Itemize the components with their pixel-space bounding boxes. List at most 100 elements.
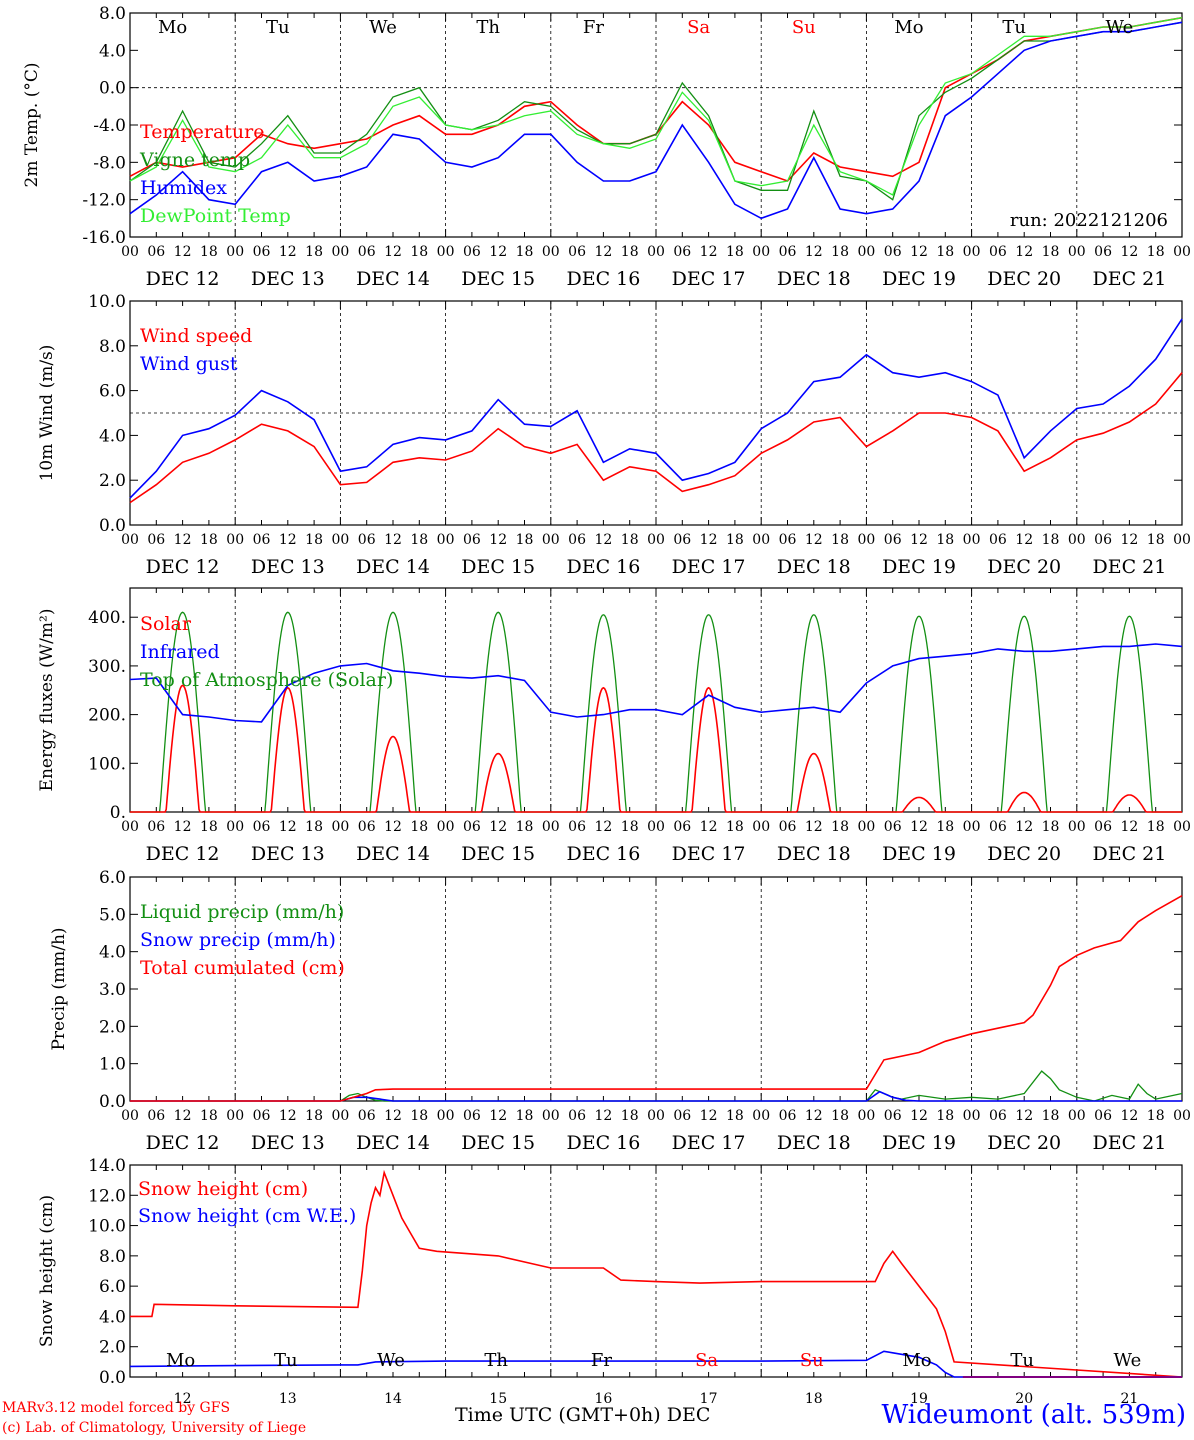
y-tick-label: 8.0 bbox=[99, 1247, 126, 1267]
y-tick-label: 4.0 bbox=[99, 426, 126, 446]
y-tick-label: 10.0 bbox=[88, 1217, 126, 1237]
model-credit: MARv3.12 model forced by GFS bbox=[2, 1400, 231, 1416]
hour-tick-label: 12 bbox=[805, 1108, 823, 1124]
panel-snow: 14.0 12.0 10.0 8.0 6.0 4.0 2.0 0.0 Snow height (… bbox=[37, 1156, 1183, 1407]
hour-tick-label: 00 bbox=[857, 532, 875, 548]
hour-tick-label: 00 bbox=[331, 819, 349, 835]
hour-tick-label: 06 bbox=[989, 532, 1007, 548]
series-line-wind-gust bbox=[129, 318, 1183, 499]
day-label: DEC 20 bbox=[987, 843, 1061, 865]
legend-entry: Snow precip (mm/h) bbox=[140, 929, 336, 951]
hour-tick-label: 06 bbox=[463, 532, 481, 548]
hour-tick-label: 12 bbox=[700, 532, 718, 548]
hour-tick-label: 06 bbox=[147, 532, 165, 548]
hour-tick-label: 18 bbox=[305, 819, 323, 835]
weekday-label: We bbox=[377, 1350, 405, 1371]
hour-tick-label: 18 bbox=[516, 244, 534, 260]
legend-entry: Top of Atmosphere (Solar) bbox=[140, 669, 393, 691]
day-label: DEC 16 bbox=[566, 1132, 640, 1154]
weekday-label: Mo bbox=[158, 17, 187, 38]
day-label: DEC 21 bbox=[1092, 268, 1166, 290]
y-tick-label: 8.0 bbox=[99, 4, 126, 24]
hour-tick-label: 18 bbox=[1147, 819, 1165, 835]
day-label: DEC 13 bbox=[251, 1132, 325, 1154]
hour-tick-label: 06 bbox=[147, 244, 165, 260]
weekday-label: Mo bbox=[902, 1350, 931, 1371]
day-label: DEC 21 bbox=[1092, 1132, 1166, 1154]
y-tick-label: 2.0 bbox=[99, 471, 126, 491]
hour-tick-label: 00 bbox=[542, 244, 560, 260]
series-line-infrared bbox=[129, 643, 1183, 723]
day-number-label: 12 bbox=[174, 1391, 192, 1407]
hour-tick-label: 06 bbox=[673, 1108, 691, 1124]
hour-tick-label: 12 bbox=[489, 1108, 507, 1124]
weekday-label: Fr bbox=[591, 1350, 612, 1371]
hour-tick-label: 06 bbox=[568, 532, 586, 548]
hour-tick-label: 12 bbox=[594, 819, 612, 835]
y-tick-label: 200. bbox=[88, 706, 126, 726]
y-axis-title: 10m Wind (m/s) bbox=[37, 345, 57, 482]
hour-tick-label: 00 bbox=[857, 1108, 875, 1124]
hour-tick-label: 06 bbox=[1094, 532, 1112, 548]
hour-tick-label: 00 bbox=[437, 819, 455, 835]
hour-tick-label: 06 bbox=[673, 819, 691, 835]
legend-entry: Liquid precip (mm/h) bbox=[140, 901, 344, 923]
hour-tick-label: 12 bbox=[1120, 244, 1138, 260]
hour-tick-label: 00 bbox=[437, 244, 455, 260]
hour-tick-label: 00 bbox=[1068, 1108, 1086, 1124]
weekday-label: We bbox=[1106, 17, 1134, 38]
hour-tick-label: 00 bbox=[752, 819, 770, 835]
hour-tick-label: 06 bbox=[1094, 1108, 1112, 1124]
weekday-label: Mo bbox=[166, 1350, 195, 1371]
hour-tick-label: 12 bbox=[1120, 1108, 1138, 1124]
hour-tick-label: 12 bbox=[1015, 1108, 1033, 1124]
day-number-label: 16 bbox=[594, 1391, 612, 1407]
y-tick-label: 300. bbox=[88, 657, 126, 677]
hour-tick-label: 18 bbox=[621, 1108, 639, 1124]
station-name: Wideumont (alt. 539m) bbox=[881, 1400, 1186, 1430]
day-label: DEC 17 bbox=[672, 1132, 746, 1154]
weekday-label: Su bbox=[800, 1350, 824, 1371]
hour-tick-label: 00 bbox=[857, 244, 875, 260]
hour-tick-label: 06 bbox=[779, 244, 797, 260]
weekday-label: Th bbox=[484, 1350, 508, 1371]
hour-tick-label: 06 bbox=[253, 1108, 271, 1124]
y-axis-title: Precip (mm/h) bbox=[49, 927, 69, 1050]
hour-tick-label: 12 bbox=[700, 1108, 718, 1124]
hour-tick-label: 00 bbox=[963, 819, 981, 835]
y-tick-label: 12.0 bbox=[88, 1186, 126, 1206]
hour-tick-label: 12 bbox=[174, 819, 192, 835]
day-label: DEC 15 bbox=[461, 843, 535, 865]
hour-tick-label: 12 bbox=[384, 532, 402, 548]
hour-tick-label: 12 bbox=[805, 244, 823, 260]
day-label: DEC 14 bbox=[356, 1132, 430, 1154]
day-label: DEC 17 bbox=[672, 268, 746, 290]
hour-tick-label: 18 bbox=[831, 532, 849, 548]
day-label: DEC 18 bbox=[777, 1132, 851, 1154]
hour-tick-label: 06 bbox=[1094, 819, 1112, 835]
hour-tick-label: 18 bbox=[516, 1108, 534, 1124]
day-label: DEC 19 bbox=[882, 268, 956, 290]
hour-tick-label: 18 bbox=[200, 1108, 218, 1124]
y-tick-label: 2.0 bbox=[99, 1017, 126, 1037]
hour-tick-label: 12 bbox=[1015, 819, 1033, 835]
panel-precip: 6.0 5.0 4.0 3.0 2.0 1.0 0.0 Precip (mm/h) Liquid… bbox=[49, 868, 1191, 1154]
hour-tick-label: 00 bbox=[963, 1108, 981, 1124]
hour-tick-label: 12 bbox=[384, 244, 402, 260]
y-tick-label: 0. bbox=[110, 803, 126, 823]
legend-entry: Vigne temp bbox=[139, 149, 250, 171]
series-line-liquid-precip-mm-h- bbox=[130, 1070, 1183, 1102]
run-label: run: 2022121206 bbox=[1010, 210, 1168, 231]
hour-tick-label: 00 bbox=[647, 1108, 665, 1124]
hour-tick-label: 06 bbox=[568, 244, 586, 260]
hour-tick-label: 12 bbox=[1015, 244, 1033, 260]
hour-tick-label: 18 bbox=[936, 1108, 954, 1124]
day-number-label: 20 bbox=[1015, 1391, 1033, 1407]
hour-tick-label: 00 bbox=[121, 532, 139, 548]
y-tick-label: 4.0 bbox=[99, 1307, 126, 1327]
series-line-wind-speed bbox=[129, 372, 1183, 504]
hour-tick-label: 00 bbox=[226, 1108, 244, 1124]
day-label: DEC 20 bbox=[987, 268, 1061, 290]
hour-tick-label: 12 bbox=[594, 244, 612, 260]
hour-tick-label: 12 bbox=[1120, 532, 1138, 548]
